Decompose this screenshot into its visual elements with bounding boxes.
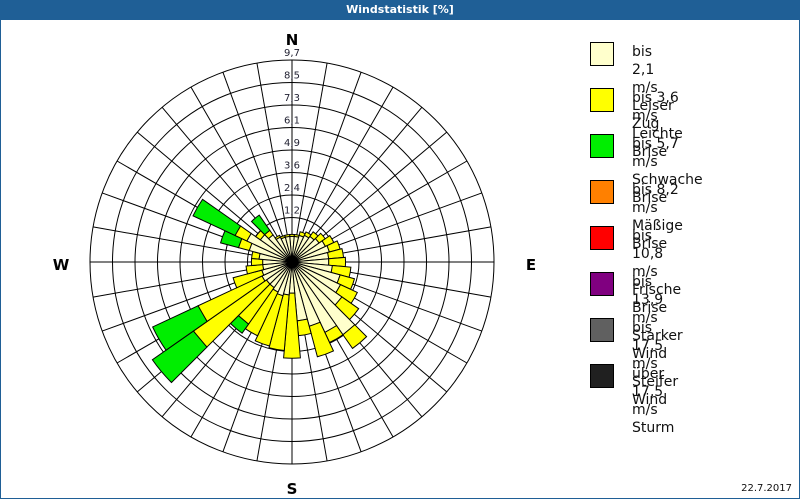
wind-bar (284, 233, 291, 238)
legend-swatch (590, 272, 614, 296)
center-dot (287, 257, 297, 267)
legend-swatch (590, 134, 614, 158)
legend-label: über 17,5 m/s Sturm (632, 366, 675, 436)
grid-spoke (136, 131, 276, 249)
grid-spoke (305, 106, 423, 246)
legend-label: bis 17,5 m/s Steifer Wind (632, 320, 679, 408)
wind-bar (151, 305, 208, 351)
compass-e: E (526, 256, 536, 274)
wind-bar (308, 321, 335, 358)
compass-w: W (53, 256, 70, 274)
legend-swatch (590, 364, 614, 388)
grid-spoke (302, 86, 394, 244)
radial-tick-label: 1,2 (284, 206, 300, 217)
legend-label: bis 13,9 m/s Starker Wind (632, 274, 683, 362)
legend-label: bis 5,7 m/s Schwache Brise (632, 136, 703, 206)
legend-swatch (590, 88, 614, 112)
grid-spoke (310, 160, 468, 252)
radial-tick-label: 8,5 (284, 71, 300, 82)
radial-tick-label: 9,7 (284, 48, 300, 59)
radial-tick-label: 3,6 (284, 161, 300, 172)
legend-swatch (590, 318, 614, 342)
grid-spoke (92, 265, 271, 298)
radial-tick-label: 2,4 (284, 183, 300, 194)
grid-spoke (190, 86, 282, 244)
radial-tick-label: 6,1 (284, 116, 300, 127)
window-title: Windstatistik [%] (0, 0, 800, 20)
legend-label: bis 8,2 m/s Mäßige Brise (632, 182, 683, 252)
date-label: 22.7.2017 (741, 483, 792, 494)
compass-s: S (287, 480, 298, 498)
grid-spoke (308, 131, 448, 249)
wind-bar (274, 234, 281, 241)
wind-bar (342, 324, 368, 350)
radial-tick-label: 4,9 (284, 138, 300, 149)
legend-swatch (590, 42, 614, 66)
grid-spoke (299, 72, 362, 242)
grid-spoke (256, 62, 289, 241)
legend-swatch (590, 180, 614, 204)
legend-label: bis 2,1 m/s Leiser Zug (632, 44, 674, 132)
legend-label: bis 3,6 m/s Leichte Brise (632, 90, 683, 160)
wind-bar (250, 214, 271, 236)
radial-tick-label: 7,3 (284, 93, 300, 104)
grid-spoke (222, 72, 285, 242)
legend-label: bis 10,8 m/s Frische Brise (632, 228, 682, 316)
wind-bar (192, 198, 242, 237)
legend-swatch (590, 226, 614, 250)
wind-bar (289, 233, 295, 237)
compass-n: N (286, 31, 299, 49)
grid-spoke (92, 226, 271, 259)
grid-spoke (295, 62, 328, 241)
grid-spoke (312, 192, 482, 255)
